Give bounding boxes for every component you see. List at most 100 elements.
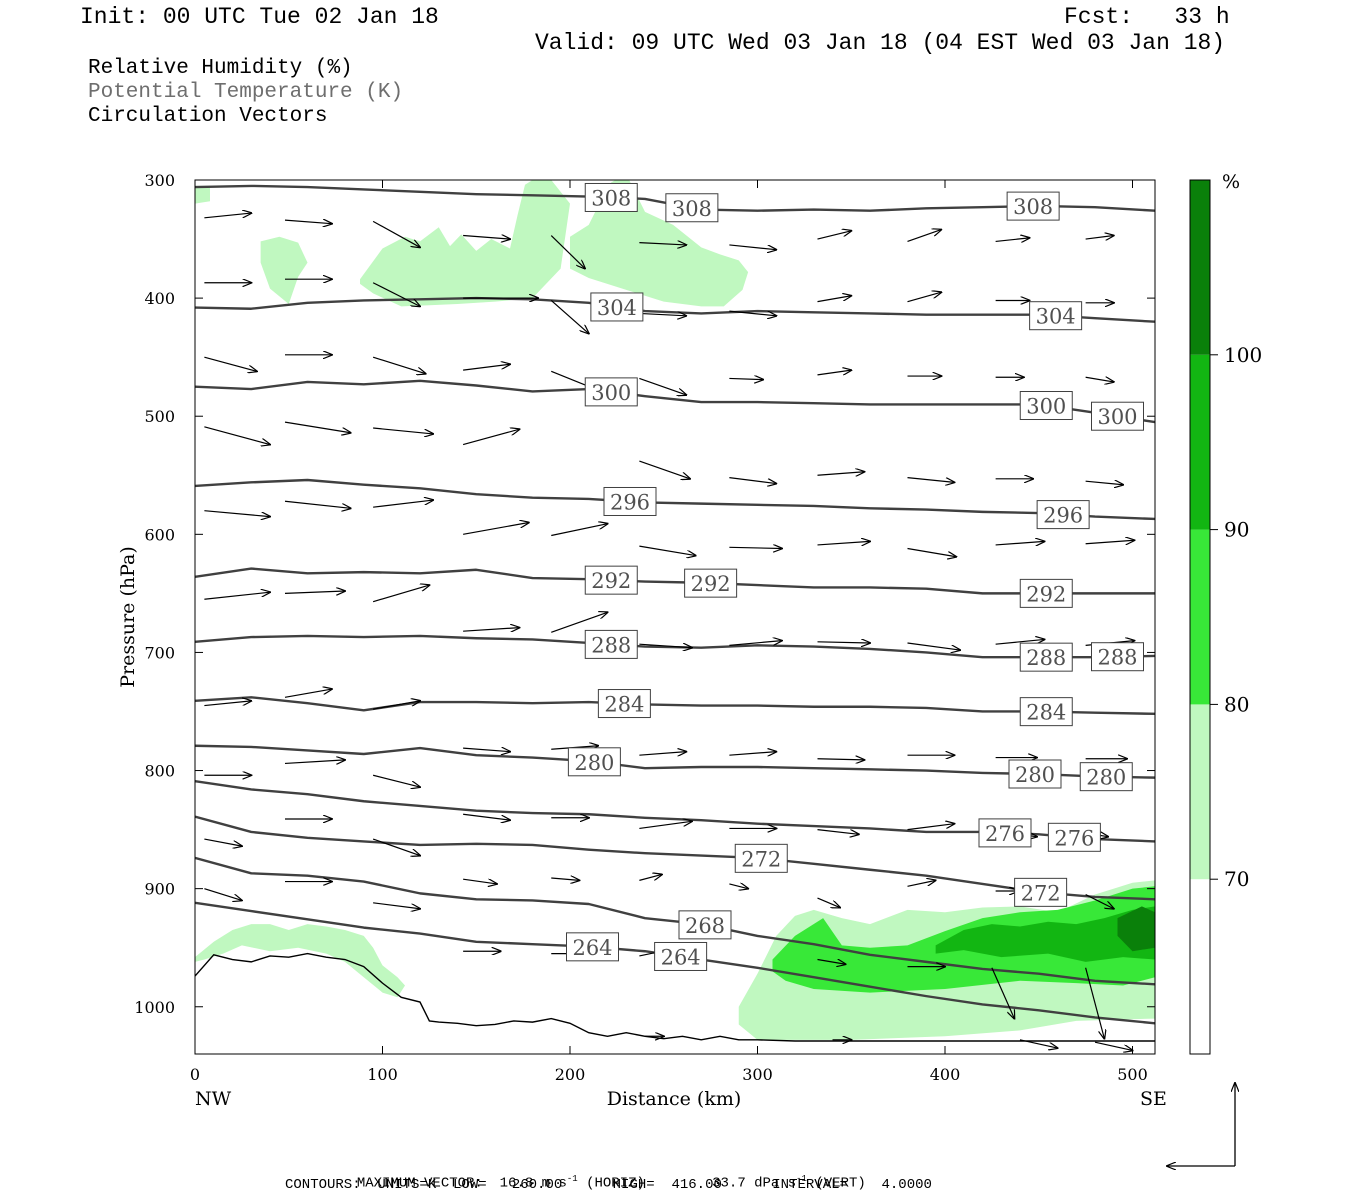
- vector-layer: [204, 213, 1134, 1050]
- circulation-vector: [817, 897, 841, 907]
- circulation-vector: [639, 821, 692, 830]
- theta-contour-304: [195, 296, 1155, 323]
- y-tick-label: 1000: [134, 998, 175, 1017]
- circulation-vector: [551, 612, 607, 633]
- contour-label-box: [1047, 822, 1101, 852]
- circulation-vector: [1085, 967, 1105, 1039]
- circulation-vector: [1085, 236, 1114, 240]
- contour-label-box: [584, 565, 638, 595]
- circulation-vector: [639, 377, 686, 395]
- circulation-vector: [463, 523, 529, 535]
- circulation-vector: [729, 477, 776, 484]
- contour-label-box: [584, 629, 638, 659]
- circulation-vector: [204, 592, 270, 600]
- circulation-vector: [1085, 894, 1114, 909]
- contour-label-box: [1019, 697, 1073, 727]
- max-vector-horiz: MAXIMUM VECTOR: 16.8 m s: [356, 1175, 567, 1192]
- circulation-vector: [463, 813, 510, 820]
- circulation-vector: [550, 235, 585, 269]
- colorbar-tick-label: 70: [1224, 867, 1249, 891]
- colorbar-segment: [1190, 529, 1210, 705]
- circulation-vector: [729, 244, 776, 250]
- legend-potential-temperature: Potential Temperature (K): [88, 81, 404, 104]
- circulation-vector: [1085, 481, 1124, 485]
- contour-label: 300: [1026, 395, 1066, 419]
- circulation-vector: [995, 238, 1030, 242]
- circulation-vector: [551, 878, 579, 880]
- x-end-label-right: SE: [1140, 1088, 1167, 1110]
- contour-label: 272: [1021, 881, 1061, 905]
- theta-contour-268: [195, 856, 1155, 986]
- circulation-vector: [817, 231, 852, 240]
- contour-label: 296: [1043, 504, 1083, 528]
- colorbar-segment: [1190, 354, 1210, 530]
- circulation-vector: [372, 220, 420, 247]
- terrain-line: [194, 952, 1155, 1042]
- contour-label-box: [584, 182, 638, 212]
- contour-label-box: [1019, 391, 1073, 421]
- x-tick-label: 200: [555, 1065, 586, 1084]
- contour-label: 304: [597, 296, 637, 320]
- contour-label-box: [597, 689, 651, 719]
- contour-label-box: [678, 910, 732, 940]
- circulation-vector: [1085, 540, 1135, 544]
- contour-label: 280: [1015, 763, 1055, 787]
- circulation-vector: [907, 642, 961, 650]
- humidity-fill-layer: [195, 180, 1155, 1040]
- circulation-vector: [463, 748, 510, 752]
- contour-label-layer: 308 308 308 304 304 300 300 300 296 296 292 292 292 2…: [566, 182, 1144, 971]
- contour-label-box: [590, 292, 644, 322]
- rh-area-100: [1117, 906, 1155, 952]
- contour-label-box: [1019, 578, 1073, 608]
- unit-exponent: -1: [566, 1174, 578, 1184]
- circulation-vector: [817, 370, 852, 376]
- circulation-vector: [204, 888, 242, 901]
- contour-label: 292: [1026, 582, 1066, 606]
- circulation-vector: [907, 477, 955, 483]
- x-tick-label: 0: [190, 1065, 200, 1084]
- contour-label-box: [1036, 500, 1090, 530]
- circulation-vector: [463, 236, 510, 240]
- contour-label: 288: [591, 633, 631, 657]
- circulation-vector: [907, 292, 942, 303]
- unit-exponent: -1: [796, 1174, 807, 1184]
- colorbar-segment: [1190, 704, 1210, 880]
- circulation-vector: [284, 689, 332, 698]
- contour-label-box: [1008, 759, 1062, 789]
- theta-contour-300: [195, 379, 1155, 424]
- y-tick-label: 400: [144, 289, 175, 308]
- circulation-vector: [817, 642, 871, 643]
- circulation-vector: [1085, 377, 1114, 382]
- y-tick-label: 900: [144, 880, 175, 899]
- axis-layer: 300 400 500 600 700 800 900 1000 0 100 200 300 400 50…: [134, 171, 1155, 1084]
- contour-label-box: [1091, 401, 1144, 431]
- circulation-vector: [204, 356, 257, 371]
- circulation-vector: [729, 378, 763, 379]
- circulation-vector: [204, 510, 270, 517]
- circulation-vector: [373, 427, 433, 434]
- circulation-vector: [204, 213, 251, 219]
- contour-label: 264: [572, 936, 612, 960]
- circulation-vector: [907, 547, 957, 556]
- contour-label-box: [654, 941, 708, 971]
- plot-frame: [194, 179, 1156, 1055]
- circulation-vector: [817, 828, 859, 835]
- contour-label-box: [1006, 191, 1060, 221]
- y-tick-label: 600: [144, 525, 175, 544]
- theta-contour-292: [195, 567, 1155, 595]
- contour-label: 272: [741, 847, 781, 871]
- circulation-vector: [639, 644, 692, 648]
- colorbar-segment: [1190, 879, 1210, 1054]
- contour-label-box: [978, 818, 1032, 848]
- circulation-vector: [462, 429, 519, 446]
- rh-area-90: [935, 906, 1155, 962]
- theta-contour-272: [195, 815, 1155, 901]
- contour-label: 308: [1013, 195, 1053, 219]
- rh-area-70: [195, 924, 405, 998]
- circulation-vector: [639, 545, 695, 555]
- circulation-vector: [995, 541, 1045, 545]
- footer-max-vector: MAXIMUM VECTOR: 16.8 m s-1 (HORIZ) 33.7 …: [340, 1158, 866, 1192]
- contour-label-box: [603, 486, 657, 516]
- circulation-vector: [907, 230, 942, 242]
